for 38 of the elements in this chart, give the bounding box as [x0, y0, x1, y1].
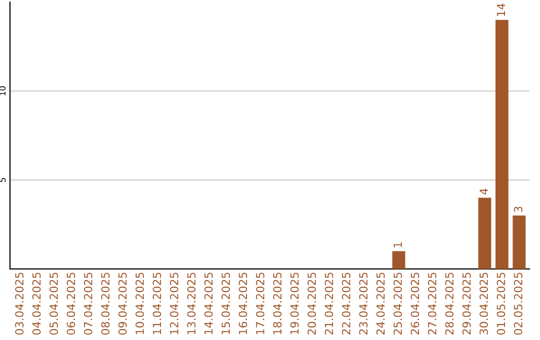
x-tick-label: 30.04.2025	[480, 272, 488, 334]
x-tick-label: 25.04.2025	[394, 272, 402, 335]
bar	[392, 251, 406, 269]
x-tick-label: 28.04.2025	[445, 272, 454, 335]
x-tick-label: 07.04.2025	[84, 272, 92, 335]
x-tick-label: 17.04.2025	[256, 272, 264, 334]
x-tick-label: 24.04.2025	[376, 272, 385, 335]
x-tick-label: 18.04.2025	[273, 272, 282, 334]
data-label: 1	[394, 242, 402, 248]
x-tick-label: 10.04.2025	[136, 272, 144, 334]
x-tick-label: 04.04.2025	[32, 272, 41, 335]
x-tick-label: 26.04.2025	[410, 272, 420, 335]
x-tick-label: 05.04.2025	[50, 272, 58, 335]
x-tick-label: 23.04.2025	[359, 272, 368, 335]
data-label: 14	[496, 4, 506, 16]
x-tick-label: 21.04.2025	[324, 272, 334, 335]
bar	[478, 198, 492, 269]
x-tick-label: 03.04.2025	[15, 272, 24, 335]
x-tick-label: 11.04.2025	[152, 272, 162, 334]
x-tick-label: 15.04.2025	[222, 272, 230, 334]
bar	[512, 216, 526, 269]
data-label: 3	[514, 206, 522, 212]
x-tick-label: 22.04.2025	[342, 272, 350, 335]
x-tick-label: 09.04.2025	[118, 272, 127, 335]
x-tick-label: 29.04.2025	[462, 272, 471, 335]
x-tick-label: 20.04.2025	[308, 272, 316, 335]
x-tick-label: 06.04.2025	[66, 272, 76, 335]
x-tick-label: 02.05.2025	[514, 272, 522, 335]
bar	[495, 20, 508, 269]
x-tick-label: 13.04.2025	[187, 272, 196, 334]
x-tick-label: 27.04.2025	[428, 272, 436, 335]
x-tick-label: 12.04.2025	[170, 272, 178, 334]
data-label: 4	[480, 188, 488, 195]
x-tick-label: 14.04.2025	[204, 272, 213, 334]
x-tick-label: 01.05.2025	[496, 272, 506, 335]
x-tick-label: 19.04.2025	[290, 272, 299, 334]
x-tick-label: 08.04.2025	[101, 272, 110, 335]
x-tick-label: 16.04.2025	[238, 272, 248, 334]
